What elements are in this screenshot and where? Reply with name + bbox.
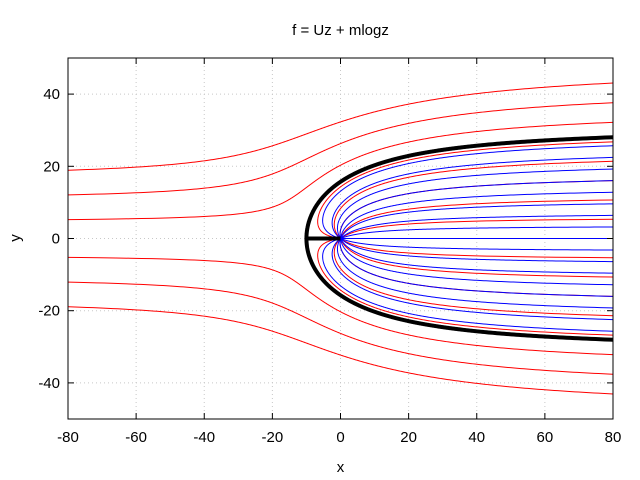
x-tick-label: 80 (605, 429, 622, 446)
dividing-streamline-upper (304, 135, 613, 241)
inner-streamline (336, 238, 613, 309)
inner-streamline (339, 180, 613, 239)
outer-streamline (340, 199, 613, 239)
outer-streamline (340, 238, 613, 278)
inner-streamline (331, 238, 613, 321)
inner-streamline (322, 145, 613, 239)
x-tick-label: 60 (537, 429, 554, 446)
x-tick-label: -80 (57, 429, 79, 446)
y-tick-label: 20 (43, 158, 60, 175)
x-tick-label: -60 (125, 429, 147, 446)
outer-streamline (68, 102, 613, 196)
y-tick-label: -40 (38, 375, 60, 392)
inner-streamline (340, 238, 613, 286)
inner-streamline (336, 168, 613, 239)
y-tick-label: 40 (43, 86, 60, 103)
outer-streamline (340, 218, 613, 239)
inner-streamline (322, 238, 613, 332)
y-tick-label: 0 (52, 231, 60, 248)
inner-streamline (340, 214, 613, 239)
outer-streamline (68, 256, 613, 356)
outer-streamline (317, 141, 613, 239)
x-axis-label: x (337, 459, 345, 476)
x-tick-label: 20 (400, 429, 417, 446)
x-tick-label: -20 (262, 429, 284, 446)
axis-ticks: -80 -60 -40 -20 0 20 40 60 80 -40 -20 0 20 40 (38, 58, 621, 446)
x-tick-label: 40 (468, 429, 485, 446)
inner-streamline (340, 226, 613, 239)
chart-title: f = Uz + mlogz (292, 22, 389, 39)
outer-streamline (333, 160, 613, 239)
outer-streamline (68, 121, 613, 221)
y-tick-label: -20 (38, 303, 60, 320)
outer-streamline (68, 306, 613, 395)
outer-streamline (340, 238, 613, 259)
x-tick-label: -40 (193, 429, 215, 446)
dividing-streamline-lower (304, 236, 613, 342)
outer-streamline (333, 238, 613, 317)
inner-streamline (340, 203, 613, 239)
outer-streamline (68, 281, 613, 375)
inner-streamline (340, 238, 613, 263)
inner-streamline (340, 191, 613, 239)
x-tick-label: 0 (336, 429, 344, 446)
inner-streamline (340, 238, 613, 274)
inner-streamline (339, 238, 613, 297)
inner-streamline (340, 238, 613, 251)
streamlines (68, 82, 613, 395)
inner-streamline (331, 156, 613, 239)
outer-streamline (317, 238, 613, 336)
y-axis-label: y (7, 234, 24, 242)
outer-streamline (68, 82, 613, 171)
